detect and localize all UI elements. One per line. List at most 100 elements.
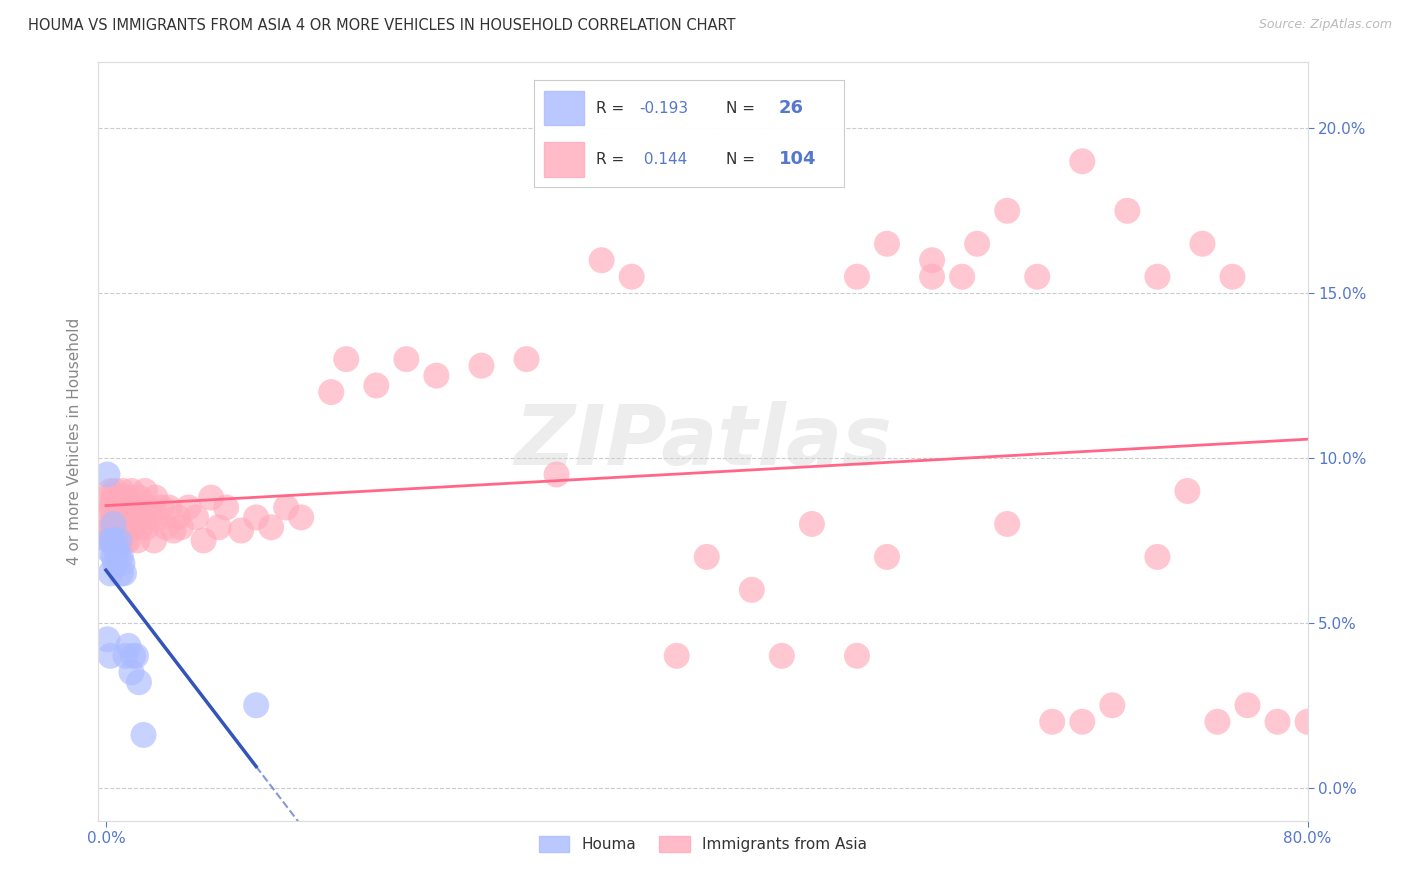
Point bbox=[101, 500, 124, 515]
Point bbox=[366, 378, 388, 392]
Point bbox=[111, 483, 134, 498]
Point bbox=[128, 675, 150, 690]
Point bbox=[1116, 203, 1139, 218]
Point bbox=[125, 510, 148, 524]
Point bbox=[132, 728, 155, 742]
Point bbox=[104, 483, 127, 498]
Bar bbox=[544, 143, 583, 177]
Point bbox=[1177, 483, 1199, 498]
Point bbox=[110, 549, 132, 564]
Point bbox=[122, 520, 145, 534]
Point bbox=[995, 203, 1018, 218]
Point bbox=[134, 483, 156, 498]
Point bbox=[108, 533, 131, 548]
Point bbox=[129, 520, 152, 534]
Text: HOUMA VS IMMIGRANTS FROM ASIA 4 OR MORE VEHICLES IN HOUSEHOLD CORRELATION CHART: HOUMA VS IMMIGRANTS FROM ASIA 4 OR MORE … bbox=[28, 18, 735, 33]
Point bbox=[770, 648, 793, 663]
Point bbox=[148, 510, 170, 524]
Point bbox=[1267, 714, 1289, 729]
Text: 104: 104 bbox=[779, 151, 815, 169]
Text: Source: ZipAtlas.com: Source: ZipAtlas.com bbox=[1258, 18, 1392, 31]
Point bbox=[125, 648, 148, 663]
Point bbox=[136, 500, 159, 515]
Point bbox=[1026, 269, 1049, 284]
Point bbox=[335, 352, 357, 367]
Text: 0.144: 0.144 bbox=[640, 152, 688, 167]
Point bbox=[143, 533, 166, 548]
Point bbox=[112, 566, 135, 581]
Point bbox=[184, 510, 207, 524]
Point bbox=[114, 648, 136, 663]
Point bbox=[1206, 714, 1229, 729]
Text: -0.193: -0.193 bbox=[640, 101, 689, 116]
Point bbox=[290, 510, 312, 524]
Point bbox=[108, 520, 131, 534]
Point bbox=[132, 510, 155, 524]
Point bbox=[1040, 714, 1063, 729]
Point bbox=[966, 236, 988, 251]
Point bbox=[135, 520, 157, 534]
Point bbox=[921, 253, 943, 268]
Legend: Houma, Immigrants from Asia: Houma, Immigrants from Asia bbox=[533, 830, 873, 858]
Point bbox=[591, 253, 613, 268]
Point bbox=[1296, 714, 1319, 729]
Point bbox=[96, 467, 118, 482]
Point bbox=[215, 500, 238, 515]
Point bbox=[100, 483, 122, 498]
Point bbox=[111, 510, 134, 524]
Point bbox=[103, 533, 125, 548]
Point bbox=[150, 500, 173, 515]
Bar bbox=[544, 91, 583, 125]
Point bbox=[105, 520, 128, 534]
Point bbox=[157, 500, 180, 515]
Point bbox=[103, 491, 125, 505]
Point bbox=[995, 516, 1018, 531]
Point bbox=[276, 500, 298, 515]
Point bbox=[112, 500, 135, 515]
Point bbox=[425, 368, 447, 383]
Point bbox=[105, 500, 128, 515]
Point bbox=[105, 543, 128, 558]
Point bbox=[112, 520, 135, 534]
Point bbox=[245, 698, 267, 713]
Point bbox=[115, 491, 138, 505]
Point bbox=[170, 520, 193, 534]
Point bbox=[117, 639, 139, 653]
Point bbox=[546, 467, 568, 482]
Point bbox=[121, 483, 143, 498]
Point bbox=[103, 516, 125, 531]
Point bbox=[1071, 154, 1094, 169]
Point bbox=[1222, 269, 1244, 284]
Point bbox=[118, 510, 141, 524]
Point bbox=[97, 543, 120, 558]
Point bbox=[1146, 549, 1168, 564]
Point bbox=[124, 500, 146, 515]
Point bbox=[620, 269, 643, 284]
Point bbox=[121, 665, 143, 680]
Point bbox=[395, 352, 418, 367]
Point bbox=[515, 352, 537, 367]
Point bbox=[122, 648, 145, 663]
Text: N =: N = bbox=[725, 152, 759, 167]
Point bbox=[846, 648, 869, 663]
Point bbox=[107, 510, 129, 524]
Point bbox=[114, 510, 136, 524]
Point bbox=[177, 500, 200, 515]
Point bbox=[96, 632, 118, 647]
Text: N =: N = bbox=[725, 101, 759, 116]
Point bbox=[193, 533, 215, 548]
Point bbox=[229, 524, 252, 538]
Point bbox=[117, 500, 139, 515]
Point bbox=[741, 582, 763, 597]
Point bbox=[876, 236, 898, 251]
Point bbox=[155, 520, 177, 534]
Point bbox=[167, 510, 190, 524]
Y-axis label: 4 or more Vehicles in Household: 4 or more Vehicles in Household bbox=[67, 318, 83, 566]
Point bbox=[101, 533, 124, 548]
Point bbox=[104, 510, 127, 524]
Point bbox=[97, 533, 120, 548]
Point bbox=[1071, 714, 1094, 729]
Point bbox=[107, 533, 129, 548]
Point bbox=[117, 533, 139, 548]
Point bbox=[1101, 698, 1123, 713]
